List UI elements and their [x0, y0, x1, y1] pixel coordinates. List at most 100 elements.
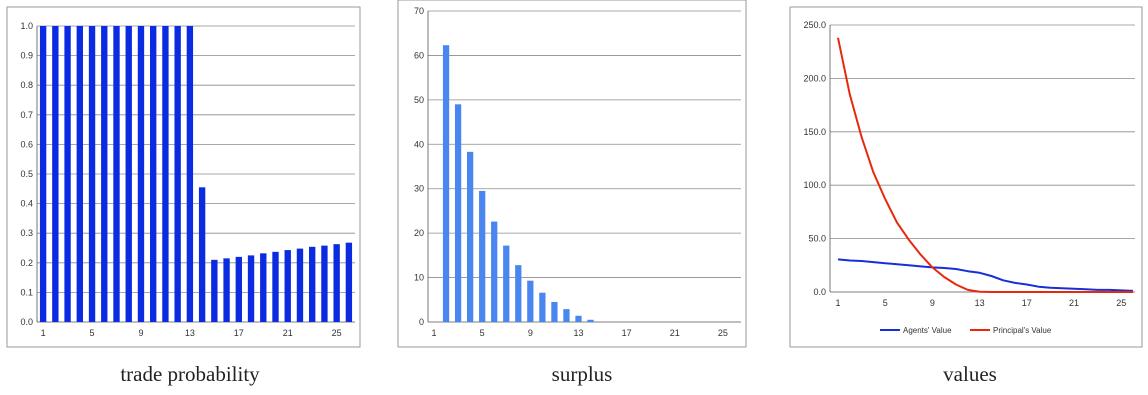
chart-caption: surplus — [552, 362, 613, 386]
bar — [587, 319, 594, 322]
y-tick-label: 0.9 — [20, 51, 33, 61]
y-tick-label: 60 — [414, 50, 424, 60]
y-tick-label: 0 — [419, 317, 424, 327]
y-tick-label: 0.3 — [20, 228, 33, 238]
y-tick-label: 0.7 — [20, 110, 33, 120]
bar — [539, 292, 546, 322]
x-tick-label: 5 — [90, 328, 95, 338]
y-tick-label: 250.0 — [803, 20, 826, 30]
x-tick-label: 21 — [283, 328, 293, 338]
trade-probability-chart: 0.0 0.1 0.2 0.3 0.4 0.5 0.6 0.7 0.8 0.9 1.0 1 5 9 13 1… — [6, 6, 361, 386]
legend-label: Agents' Value — [903, 326, 952, 335]
bar — [260, 253, 267, 322]
bar — [491, 221, 498, 322]
bar — [309, 246, 316, 322]
bar — [162, 26, 169, 322]
x-tick-label: 9 — [528, 328, 533, 338]
series-line — [837, 258, 1134, 292]
bar — [211, 259, 218, 322]
x-tick-label: 5 — [480, 328, 485, 338]
y-tick-label: 0.6 — [20, 139, 33, 149]
y-tick-label: 0.0 — [813, 287, 826, 297]
bar — [575, 315, 582, 322]
x-tick-label: 25 — [332, 328, 342, 338]
chart-caption: trade probability — [120, 362, 260, 386]
series-line — [837, 37, 1133, 293]
bar — [39, 26, 47, 322]
x-tick-label: 1 — [432, 328, 437, 338]
bar — [101, 26, 108, 322]
chart-frame — [789, 6, 1143, 348]
bar — [284, 250, 291, 322]
legend-label: Principal's Value — [993, 326, 1052, 335]
y-tick-label: 40 — [414, 139, 424, 149]
y-tick-label: 0.4 — [20, 199, 33, 209]
bar — [272, 251, 279, 322]
bar — [64, 26, 71, 322]
y-tick-label: 20 — [414, 228, 424, 238]
x-tick-label: 9 — [138, 328, 143, 338]
bar — [321, 245, 328, 322]
bar — [479, 190, 486, 322]
x-tick-label: 13 — [975, 298, 985, 308]
x-tick-label: 25 — [1116, 298, 1126, 308]
x-tick-label: 13 — [185, 328, 195, 338]
y-tick-label: 30 — [414, 184, 424, 194]
y-tick-label: 10 — [414, 273, 424, 283]
bar — [223, 258, 230, 322]
y-tick-label: 0.2 — [20, 258, 33, 268]
x-tick-label: 9 — [930, 298, 935, 308]
x-tick-label: 25 — [718, 328, 728, 338]
x-tick-label: 5 — [883, 298, 888, 308]
bar — [563, 309, 570, 322]
bar — [125, 26, 132, 322]
bar — [345, 242, 353, 322]
bar — [198, 187, 206, 322]
y-tick-label: 0.1 — [20, 287, 33, 297]
y-tick-label: 100.0 — [803, 180, 826, 190]
x-tick-label: 1 — [835, 298, 840, 308]
legend: Agents' Value Principal's Value — [880, 326, 1052, 335]
bar — [76, 26, 83, 322]
bar — [527, 280, 534, 322]
chart-frame — [6, 6, 361, 348]
bar — [247, 255, 255, 322]
y-tick-label: 0.8 — [20, 80, 33, 90]
x-tick-label: 21 — [670, 328, 680, 338]
y-tick-label: 70 — [414, 6, 424, 16]
y-tick-label: 1.0 — [20, 21, 33, 31]
bar — [113, 26, 120, 322]
bar — [150, 26, 157, 322]
y-tick-label: 0.0 — [20, 317, 33, 327]
x-tick-label: 17 — [622, 328, 632, 338]
y-tick-label: 150.0 — [803, 127, 826, 137]
bar — [296, 248, 304, 322]
bar — [442, 45, 450, 323]
bar — [235, 256, 242, 322]
bar — [515, 265, 522, 322]
bar — [454, 104, 462, 322]
x-tick-label: 17 — [1022, 298, 1032, 308]
bar — [551, 302, 558, 322]
bar — [333, 244, 340, 322]
chart-frame — [397, 0, 747, 348]
chart-caption: values — [943, 362, 997, 386]
bar — [467, 151, 474, 322]
y-tick-label: 200.0 — [803, 73, 826, 83]
x-tick-label: 1 — [41, 328, 46, 338]
x-tick-label: 13 — [573, 328, 583, 338]
x-tick-label: 17 — [234, 328, 244, 338]
y-tick-label: 50 — [414, 95, 424, 105]
bar — [88, 26, 96, 322]
bar — [174, 26, 181, 322]
bar — [137, 26, 145, 322]
bar — [503, 245, 510, 322]
bar — [186, 26, 194, 322]
bar — [52, 26, 59, 322]
x-tick-label: 21 — [1069, 298, 1079, 308]
y-tick-label: 50.0 — [808, 234, 826, 244]
y-tick-label: 0.5 — [20, 169, 33, 179]
surplus-chart: 0 10 20 30 40 50 60 70 1 5 9 13 17 21 25 surplus — [397, 0, 747, 386]
